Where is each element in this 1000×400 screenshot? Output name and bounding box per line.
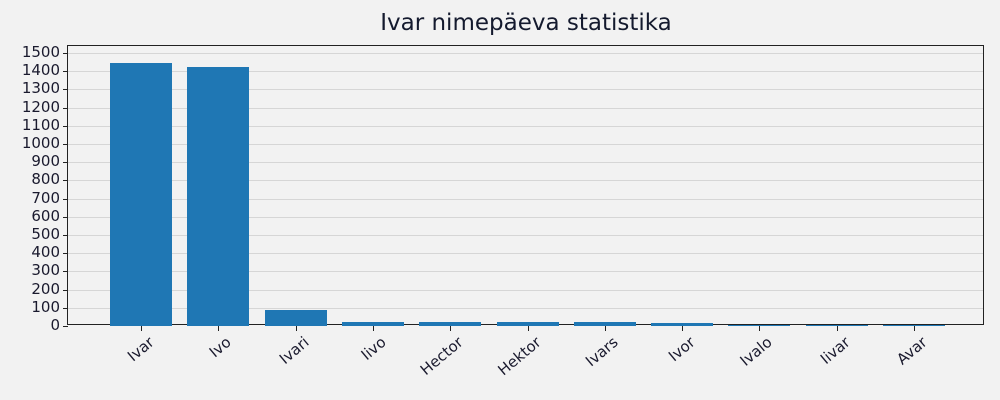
y-tick	[63, 89, 68, 91]
y-tick-label: 600	[31, 206, 60, 225]
y-tick	[63, 162, 68, 164]
x-tick-label: Ivo	[206, 333, 235, 362]
y-tick-label: 900	[31, 152, 60, 171]
y-tick-label: 1000	[21, 134, 60, 152]
y-tick-label: 400	[31, 243, 60, 262]
y-tick	[63, 271, 68, 273]
y-tick	[63, 253, 68, 255]
y-tick-label: 300	[31, 261, 60, 280]
bar-ivor	[651, 323, 714, 326]
gridline	[68, 307, 983, 309]
x-tick-label: Hektor	[493, 333, 545, 380]
y-tick-label: 200	[31, 279, 60, 298]
gridline	[68, 198, 983, 200]
y-tick	[63, 144, 68, 145]
x-tick-label: Ivor	[665, 333, 699, 366]
gridline	[68, 235, 983, 236]
y-tick	[63, 326, 68, 327]
gridline	[68, 144, 983, 145]
gridline	[68, 162, 983, 164]
y-tick	[63, 235, 68, 236]
x-tick	[372, 326, 374, 331]
y-tick-label: 1200	[21, 97, 60, 116]
y-tick-label: 1300	[21, 79, 60, 98]
y-tick	[63, 107, 68, 109]
x-tick-label: Iivo	[357, 333, 390, 364]
bar-iivo	[341, 321, 404, 326]
bar-ivari	[264, 309, 327, 326]
bar-ivo	[187, 67, 250, 326]
x-tick-label: Avar	[893, 333, 931, 369]
bar-ivars	[573, 321, 636, 326]
x-tick-label: Hector	[416, 333, 467, 379]
x-tick	[604, 326, 606, 331]
plot-area	[63, 45, 984, 331]
x-tick	[218, 326, 220, 331]
y-tick-label: 700	[31, 188, 60, 207]
y-tick	[63, 307, 68, 309]
gridline	[68, 216, 983, 218]
x-tick	[836, 326, 838, 331]
gridline	[68, 53, 983, 54]
x-tick	[295, 326, 297, 331]
y-tick	[63, 289, 68, 291]
x-tick	[450, 326, 452, 331]
x-tick-label: Iivar	[816, 333, 854, 368]
gridline	[68, 253, 983, 255]
y-tick-label: 1500	[21, 43, 60, 61]
bar-iivar	[805, 325, 868, 327]
chart-title: Ivar nimepäeva statistika	[380, 10, 672, 36]
y-tick-label: 1100	[21, 115, 60, 134]
bar-ivalo	[728, 325, 791, 327]
gridline	[68, 125, 983, 127]
y-tick	[63, 216, 68, 218]
gridline	[68, 180, 983, 182]
y-tick-label: 100	[31, 297, 60, 316]
bar-avar	[883, 325, 945, 327]
x-tick-label: Ivar	[124, 333, 158, 366]
gridline	[68, 89, 983, 91]
x-tick-label: Ivars	[581, 333, 622, 371]
x-tick	[527, 326, 529, 331]
x-tick	[759, 326, 761, 331]
gridline	[68, 71, 983, 73]
y-tick	[63, 180, 68, 182]
gridline	[68, 289, 983, 291]
y-tick-label: 1400	[21, 61, 60, 80]
y-tick-label: 800	[31, 170, 60, 189]
bar-hektor	[496, 321, 559, 326]
gridline	[68, 107, 983, 109]
x-tick	[682, 326, 684, 331]
y-tick	[63, 125, 68, 127]
bar-ivar	[110, 63, 172, 326]
y-tick-label: 0	[50, 316, 60, 334]
y-tick	[63, 71, 68, 73]
y-tick-label: 500	[31, 225, 60, 243]
y-tick	[63, 53, 68, 54]
y-tick	[63, 198, 68, 200]
x-tick-label: Ivari	[275, 333, 313, 368]
x-tick-label: Ivalo	[736, 333, 776, 370]
x-tick	[914, 326, 915, 331]
gridline	[68, 271, 983, 273]
bar-hector	[419, 321, 482, 326]
x-tick	[141, 326, 142, 331]
